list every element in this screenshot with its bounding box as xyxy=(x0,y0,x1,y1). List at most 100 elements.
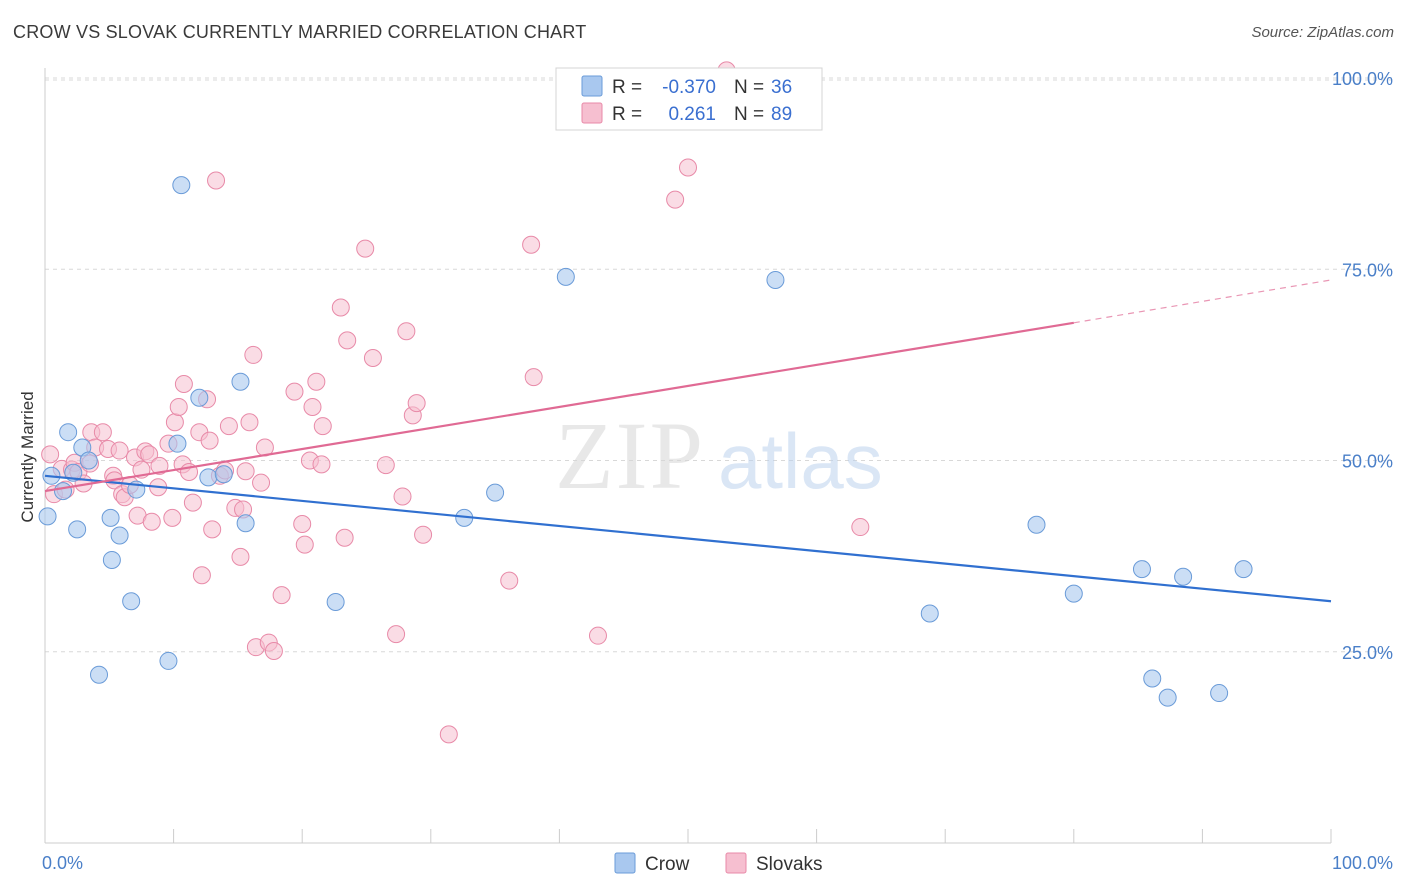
y-tick-label-100: 100.0% xyxy=(1332,69,1393,89)
x-tick-label-min: 0.0% xyxy=(42,853,83,873)
slovak-point-70 xyxy=(387,625,406,644)
stats-legend: R = -0.370 N = 36 R = 0.261 N = 89 xyxy=(555,67,823,131)
crow-point-35 xyxy=(1234,560,1253,579)
crow-point-29 xyxy=(1064,584,1083,603)
slovak-point-57 xyxy=(293,514,312,533)
slovak-r-label: R = xyxy=(612,104,642,125)
slovak-point-23 xyxy=(140,445,159,464)
crow-point-27 xyxy=(920,604,939,623)
crow-n-label: N = xyxy=(734,77,764,98)
trend-lines xyxy=(44,279,1332,603)
slovak-trend-extension xyxy=(1073,279,1332,324)
crow-point-32 xyxy=(1158,688,1177,707)
crow-point-16 xyxy=(172,176,191,195)
slovak-point-54 xyxy=(264,641,283,660)
crow-point-8 xyxy=(90,665,109,684)
x-axis-ticks xyxy=(44,829,1332,843)
slovak-point-45 xyxy=(231,547,250,566)
slovak-point-66 xyxy=(338,331,357,350)
slovak-point-60 xyxy=(303,397,322,416)
slovak-point-61 xyxy=(307,372,326,391)
chart-title: CROW VS SLOVAK CURRENTLY MARRIED CORRELA… xyxy=(13,22,587,42)
slovak-point-58 xyxy=(295,535,314,554)
crow-point-12 xyxy=(122,592,141,611)
crow-trend-line xyxy=(44,474,1332,603)
slovak-point-74 xyxy=(407,394,426,413)
crow-point-14 xyxy=(159,651,178,670)
slovak-point-81 xyxy=(666,190,685,209)
crow-point-4 xyxy=(64,463,83,482)
crow-point-2 xyxy=(54,482,73,501)
slovak-point-47 xyxy=(236,462,255,481)
crow-point-19 xyxy=(214,465,233,484)
y-tick-label-50: 50.0% xyxy=(1342,452,1393,472)
slovak-point-63 xyxy=(313,417,332,436)
slovak-point-29 xyxy=(165,413,184,432)
crow-bottom-label: Crow xyxy=(645,854,690,875)
crow-point-33 xyxy=(1174,567,1193,586)
slovak-bottom-swatch xyxy=(725,852,747,874)
slovak-point-77 xyxy=(500,571,519,590)
slovak-point-11 xyxy=(93,423,112,442)
crow-legend-swatch xyxy=(581,75,603,97)
gridlines xyxy=(45,77,1392,653)
slovak-point-68 xyxy=(363,348,382,367)
slovak-point-24 xyxy=(142,512,161,531)
crow-point-17 xyxy=(190,388,209,407)
slovak-point-28 xyxy=(163,508,182,527)
slovak-point-26 xyxy=(150,456,169,475)
slovak-point-38 xyxy=(200,431,219,450)
slovak-point-62 xyxy=(312,455,331,474)
watermark-atlas: atlas xyxy=(718,417,883,505)
slovak-point-78 xyxy=(522,235,541,254)
crow-r-label: R = xyxy=(612,77,642,98)
slovak-point-0 xyxy=(41,445,60,464)
watermark-zip: ZIP xyxy=(555,402,705,509)
slovak-legend-swatch xyxy=(581,102,603,124)
slovak-point-69 xyxy=(376,456,395,475)
crow-point-20 xyxy=(231,372,250,391)
crow-bottom-swatch xyxy=(614,852,636,874)
slovak-point-15 xyxy=(110,441,129,460)
crow-point-22 xyxy=(326,593,345,612)
crow-point-5 xyxy=(68,520,87,539)
slovak-point-71 xyxy=(393,487,412,506)
slovak-point-36 xyxy=(192,566,211,585)
crow-point-34 xyxy=(1210,684,1229,703)
slovak-point-43 xyxy=(219,417,238,436)
slovak-point-30 xyxy=(169,397,188,416)
slovak-point-67 xyxy=(356,239,375,258)
watermark: ZIP atlas xyxy=(555,402,883,509)
slovak-point-51 xyxy=(252,473,271,492)
slovak-point-39 xyxy=(203,520,222,539)
x-tick-label-max: 100.0% xyxy=(1332,853,1393,873)
slovak-point-85 xyxy=(851,518,870,537)
slovak-point-56 xyxy=(285,382,304,401)
y-tick-label-75: 75.0% xyxy=(1342,260,1393,280)
slovak-point-76 xyxy=(439,725,458,744)
crow-n-value: 36 xyxy=(771,77,792,98)
slovak-point-40 xyxy=(207,171,226,190)
crow-point-21 xyxy=(236,514,255,533)
slovak-point-82 xyxy=(679,158,697,177)
chart-source: Source: ZipAtlas.com xyxy=(1251,24,1394,41)
crow-point-26 xyxy=(766,270,785,289)
crow-point-0 xyxy=(38,507,57,526)
slovak-r-value: 0.261 xyxy=(668,104,716,125)
slovak-point-75 xyxy=(414,525,433,544)
crow-r-value: -0.370 xyxy=(662,77,716,98)
crow-point-3 xyxy=(59,423,78,442)
crow-point-11 xyxy=(110,526,129,545)
crow-point-10 xyxy=(102,550,121,569)
y-tick-labels: 25.0% 50.0% 75.0% 100.0% xyxy=(1332,69,1393,663)
crow-point-28 xyxy=(1027,515,1046,534)
slovak-point-55 xyxy=(272,586,291,605)
crow-point-18 xyxy=(199,468,218,487)
slovak-point-72 xyxy=(397,322,416,341)
crow-point-7 xyxy=(79,451,98,470)
crow-point-25 xyxy=(556,267,575,286)
slovak-n-label: N = xyxy=(734,104,764,125)
crow-point-24 xyxy=(486,483,505,502)
slovak-n-value: 89 xyxy=(771,104,792,125)
